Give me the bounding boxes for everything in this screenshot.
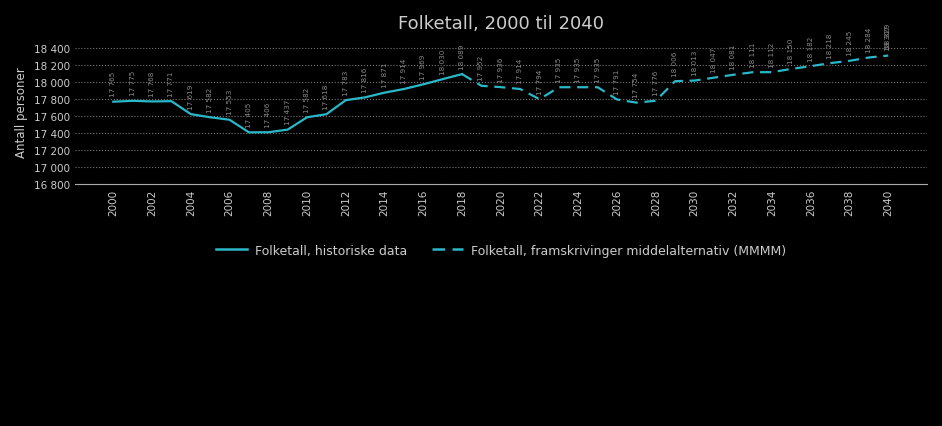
- Line: Folketall, framskrivinger middelalternativ (MMMM): Folketall, framskrivinger middelalternat…: [462, 56, 888, 104]
- Text: 18 182: 18 182: [807, 36, 814, 61]
- Text: 17 768: 17 768: [149, 71, 155, 97]
- Folketall, framskrivinger middelalternativ (MMMM): [611, 98, 623, 103]
- Text: 17 816: 17 816: [362, 67, 368, 92]
- Folketall, framskrivinger middelalternativ (MMMM): [670, 79, 681, 84]
- Text: 18 218: 18 218: [827, 33, 833, 58]
- Folketall, framskrivinger middelalternativ (MMMM): [553, 86, 564, 91]
- Legend: Folketall, historiske data, Folketall, framskrivinger middelalternativ (MMMM): Folketall, historiske data, Folketall, f…: [211, 239, 790, 262]
- Text: 17 618: 17 618: [323, 84, 330, 109]
- Text: 18 112: 18 112: [769, 42, 775, 67]
- Folketall, framskrivinger middelalternativ (MMMM): [747, 71, 758, 76]
- Text: 17 776: 17 776: [653, 71, 658, 96]
- Folketall, framskrivinger middelalternativ (MMMM): [805, 64, 817, 69]
- Text: 17 952: 17 952: [479, 56, 484, 81]
- Folketall, historiske data: [398, 87, 410, 92]
- Text: 17 935: 17 935: [576, 57, 581, 83]
- Folketall, framskrivinger middelalternativ (MMMM): [786, 67, 797, 72]
- Text: 17 406: 17 406: [266, 102, 271, 127]
- Text: 18 329: 18 329: [885, 24, 891, 49]
- Text: 17 783: 17 783: [343, 70, 349, 95]
- Folketall, historiske data: [146, 100, 157, 105]
- Folketall, historiske data: [456, 72, 467, 78]
- Folketall, historiske data: [321, 112, 333, 118]
- Folketall, framskrivinger middelalternativ (MMMM): [476, 84, 487, 89]
- Folketall, framskrivinger middelalternativ (MMMM): [495, 85, 507, 90]
- Folketall, historiske data: [204, 115, 216, 121]
- Folketall, framskrivinger middelalternativ (MMMM): [534, 98, 545, 103]
- Text: 17 437: 17 437: [284, 99, 291, 125]
- Text: 18 081: 18 081: [730, 45, 737, 70]
- Folketall, framskrivinger middelalternativ (MMMM): [514, 87, 526, 92]
- Text: 17 553: 17 553: [226, 89, 233, 115]
- Folketall, historiske data: [379, 91, 390, 96]
- Text: 17 871: 17 871: [382, 63, 387, 88]
- Text: 18 307: 18 307: [885, 26, 891, 51]
- Folketall, historiske data: [166, 99, 177, 104]
- Text: 17 582: 17 582: [304, 87, 310, 112]
- Folketall, historiske data: [417, 83, 429, 88]
- Folketall, historiske data: [127, 99, 138, 104]
- Folketall, historiske data: [243, 130, 254, 135]
- Folketall, historiske data: [263, 130, 274, 135]
- Text: 17 619: 17 619: [187, 84, 194, 109]
- Folketall, framskrivinger middelalternativ (MMMM): [573, 86, 584, 91]
- Line: Folketall, historiske data: Folketall, historiske data: [113, 75, 462, 133]
- Folketall, historiske data: [107, 100, 119, 105]
- Folketall, historiske data: [340, 98, 351, 104]
- Text: 17 794: 17 794: [537, 69, 543, 95]
- Folketall, framskrivinger middelalternativ (MMMM): [592, 86, 603, 91]
- Folketall, framskrivinger middelalternativ (MMMM): [708, 76, 720, 81]
- Text: 18 111: 18 111: [750, 42, 755, 67]
- Folketall, framskrivinger middelalternativ (MMMM): [824, 61, 836, 66]
- Text: 17 754: 17 754: [633, 72, 640, 98]
- Text: 17 405: 17 405: [246, 102, 252, 127]
- Folketall, framskrivinger middelalternativ (MMMM): [631, 101, 642, 106]
- Folketall, historiske data: [301, 115, 313, 121]
- Text: 17 969: 17 969: [420, 54, 427, 80]
- Folketall, historiske data: [437, 78, 448, 83]
- Folketall, framskrivinger middelalternativ (MMMM): [650, 99, 661, 104]
- Folketall, framskrivinger middelalternativ (MMMM): [844, 59, 855, 64]
- Text: 18 030: 18 030: [440, 49, 446, 75]
- Text: 18 013: 18 013: [691, 51, 697, 76]
- Text: 17 935: 17 935: [556, 57, 561, 83]
- Folketall, historiske data: [186, 112, 197, 118]
- Folketall, historiske data: [360, 95, 371, 101]
- Text: 17 936: 17 936: [497, 57, 504, 82]
- Folketall, framskrivinger middelalternativ (MMMM): [456, 72, 467, 78]
- Folketall, framskrivinger middelalternativ (MMMM): [689, 79, 700, 84]
- Text: 18 047: 18 047: [711, 48, 717, 73]
- Text: 18 284: 18 284: [866, 28, 872, 53]
- Text: 17 771: 17 771: [169, 71, 174, 96]
- Folketall, framskrivinger middelalternativ (MMMM): [883, 54, 894, 59]
- Folketall, framskrivinger middelalternativ (MMMM): [727, 73, 739, 78]
- Text: 18 006: 18 006: [673, 51, 678, 76]
- Y-axis label: Antall personer: Antall personer: [15, 67, 28, 158]
- Folketall, framskrivinger middelalternativ (MMMM): [767, 70, 778, 75]
- Title: Folketall, 2000 til 2040: Folketall, 2000 til 2040: [398, 15, 604, 33]
- Text: 17 791: 17 791: [614, 69, 620, 95]
- Text: 17 935: 17 935: [594, 57, 601, 83]
- Text: 17 775: 17 775: [130, 71, 136, 96]
- Folketall, historiske data: [282, 128, 293, 133]
- Folketall, historiske data: [224, 118, 236, 123]
- Text: 18 245: 18 245: [847, 31, 853, 56]
- Text: 17 582: 17 582: [207, 87, 213, 112]
- Text: 18 150: 18 150: [788, 39, 794, 64]
- Text: 17 914: 17 914: [517, 59, 523, 84]
- Folketall, framskrivinger middelalternativ (MMMM): [863, 56, 874, 61]
- Text: 17 765: 17 765: [110, 72, 116, 97]
- Text: 18 089: 18 089: [459, 44, 465, 69]
- Text: 17 914: 17 914: [401, 59, 407, 84]
